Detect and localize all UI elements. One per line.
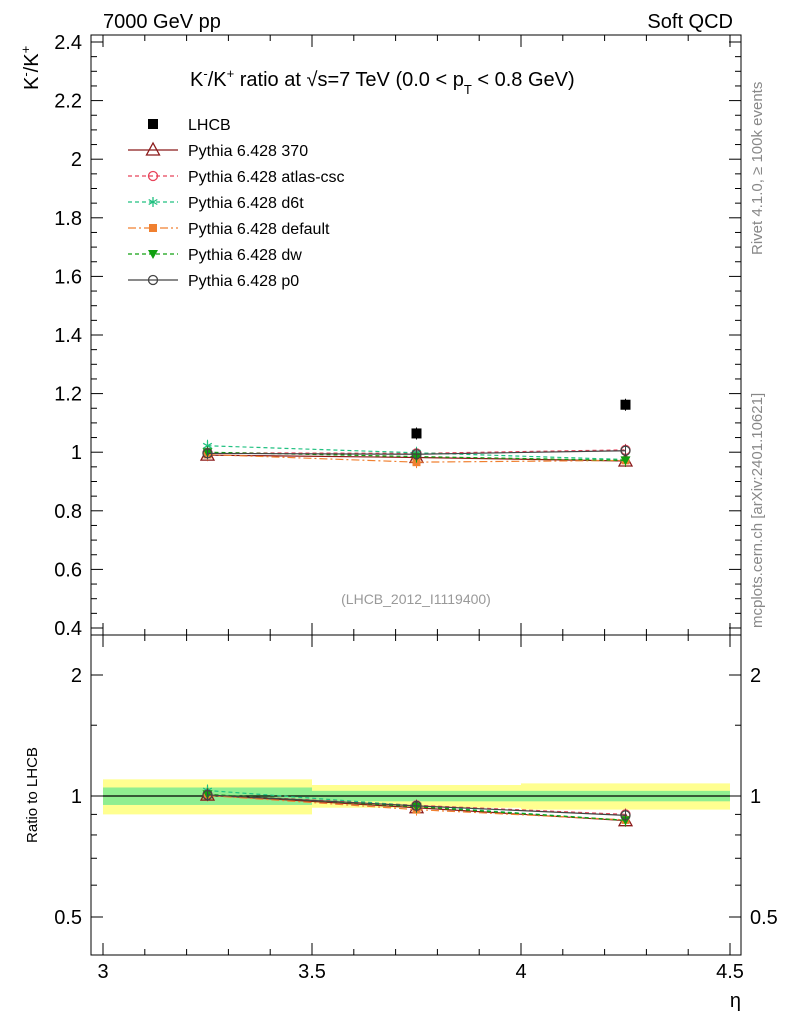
main-y-tick-label: 1.8 <box>54 208 82 230</box>
main-y-tick-label: 1.6 <box>54 266 82 288</box>
legend-marker-pythia-6-428-370 <box>145 141 161 156</box>
ratio-y-axis-label: Ratio to LHCB <box>24 747 41 843</box>
legend-marker-pythia-6-428-dw <box>148 250 158 259</box>
legend-label-pythia-6-428-370: Pythia 6.428 370 <box>188 143 308 160</box>
main-point-pythia-6-428-p0 <box>202 448 213 459</box>
main-point-pythia-6-428-p0 <box>620 445 631 456</box>
ratio-y-tick-label-right: 1 <box>750 786 761 808</box>
ratio-y-tick-label: 0.5 <box>54 907 82 929</box>
main-y-tick-label: 1.2 <box>54 384 82 406</box>
legend-label-pythia-6-428-d6t: Pythia 6.428 d6t <box>188 195 304 212</box>
main-y-tick-label: 0.8 <box>54 501 82 523</box>
main-y-axis-label: K-/K+ <box>18 46 43 90</box>
legend-marker-pythia-6-428-d6t <box>148 197 158 207</box>
x-tick-label: 3.5 <box>298 961 326 983</box>
main-y-tick-label: 1 <box>71 442 82 464</box>
legend-label-pythia-6-428-p0: Pythia 6.428 p0 <box>188 273 299 290</box>
legend-label-lhcb: LHCB <box>188 117 231 134</box>
ratio-point-pythia-6-428-p0 <box>202 789 213 801</box>
ratio-y-tick-label-right: 0.5 <box>750 907 778 929</box>
ratio-point-pythia-6-428-p0 <box>620 810 631 821</box>
main-point-pythia-6-428-p0 <box>411 449 422 460</box>
main-y-tick-label: 0.4 <box>54 618 82 640</box>
main-y-tick-label: 2 <box>71 149 82 171</box>
analysis-id-label: (LHCB_2012_I1119400) <box>341 591 491 607</box>
main-point-pythia-6-428-dw <box>620 456 631 466</box>
chart-title: K-/K+ ratio at √s=7 TeV (0.0 < pT < 0.8 … <box>190 66 575 97</box>
legend-label-pythia-6-428-dw: Pythia 6.428 dw <box>188 247 302 264</box>
x-tick-label: 3 <box>97 961 108 983</box>
main-y-tick-label: 2.4 <box>54 32 82 54</box>
legend-marker-pythia-6-428-p0 <box>147 274 159 286</box>
ratio-point-pythia-6-428-p0 <box>411 800 422 812</box>
main-point-lhcb <box>411 428 422 439</box>
ratio-panel-frame <box>90 634 742 956</box>
header-energy-label: 7000 GeV pp <box>103 11 221 33</box>
x-axis-label: η <box>730 990 741 1012</box>
ratio-y-tick-label-right: 2 <box>750 665 761 687</box>
main-y-tick-label: 1.4 <box>54 325 82 347</box>
main-point-pythia-6-428-d6t-stroke <box>202 442 213 449</box>
main-point-lhcb <box>620 399 631 410</box>
legend-marker-pythia-6-428-default <box>149 224 157 232</box>
legend-marker-lhcb <box>148 119 158 129</box>
header-category-label: Soft QCD <box>647 11 733 33</box>
main-y-tick-label: 0.6 <box>54 559 82 581</box>
legend-label-pythia-6-428-default: Pythia 6.428 default <box>188 221 330 238</box>
main-y-tick-label: 2.2 <box>54 91 82 113</box>
legend-label-pythia-6-428-atlas-csc: Pythia 6.428 atlas-csc <box>188 169 345 186</box>
x-tick-label: 4.5 <box>716 961 744 983</box>
ratio-y-tick-label: 1 <box>71 786 82 808</box>
rivet-label: Rivet 4.1.0, ≥ 100k events <box>749 82 766 255</box>
legend-marker-pythia-6-428-atlas-csc <box>147 170 159 182</box>
mcplots-label: mcplots.cern.ch [arXiv:2401.10621] <box>749 393 766 628</box>
ratio-y-tick-label: 2 <box>71 665 82 687</box>
legend-marker-pythia-6-428-d6t-stroke <box>148 198 158 206</box>
x-tick-label: 4 <box>515 961 526 983</box>
